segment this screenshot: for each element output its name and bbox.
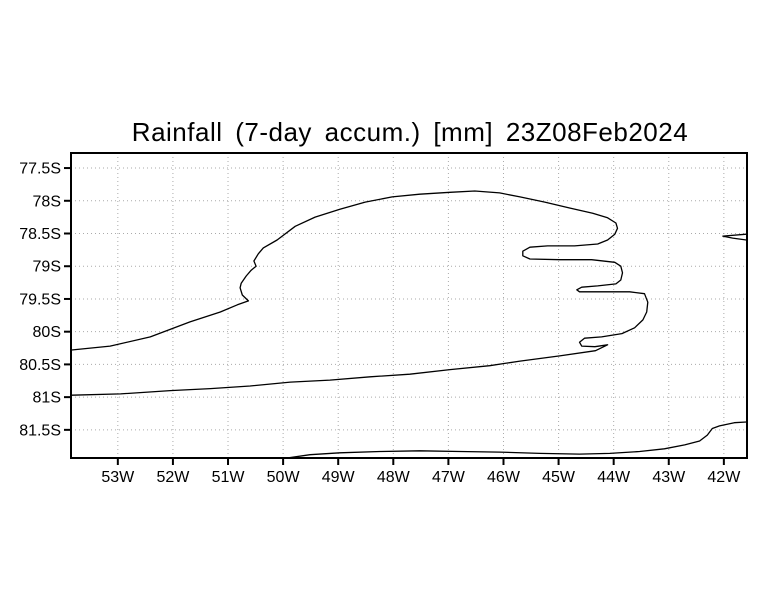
- x-tick-label: 48W: [377, 469, 411, 486]
- contour-path-main-rainfall-contour: [70, 190, 649, 396]
- contour-path-bottom-contour: [286, 421, 748, 459]
- x-axis-labels: 53W 52W 51W 50W 49W 48W 47W 46W 45W 44W 43W 42W: [101, 469, 741, 486]
- x-tick-label: 49W: [322, 469, 356, 486]
- y-tick-label: 80S: [33, 324, 61, 341]
- x-tick-label: 51W: [212, 469, 246, 486]
- y-tick-label: 80.5S: [19, 357, 61, 374]
- y-tick-label: 81.5S: [19, 422, 61, 439]
- x-tick-label: 52W: [156, 469, 190, 486]
- y-tick-label: 77.5S: [19, 161, 61, 178]
- x-tick-label: 47W: [432, 469, 466, 486]
- x-tick-label: 50W: [267, 469, 301, 486]
- x-tick-label: 53W: [101, 469, 135, 486]
- rainfall-contours: [70, 190, 748, 459]
- axis-ticks: [64, 167, 725, 465]
- y-tick-label: 81S: [33, 390, 61, 407]
- x-tick-label: 43W: [652, 469, 686, 486]
- grid-lines: [71, 153, 747, 458]
- x-tick-label: 42W: [707, 469, 741, 486]
- y-tick-label: 78.5S: [19, 226, 61, 243]
- plot-title: Rainfall (7-day accum.) [mm] 23Z08Feb202…: [132, 117, 688, 147]
- contour-path-right-edge-sliver-contour: [722, 233, 748, 241]
- y-tick-label: 79.5S: [19, 291, 61, 308]
- x-tick-label: 44W: [597, 469, 631, 486]
- plot-frame: [70, 152, 748, 459]
- x-tick-label: 46W: [487, 469, 521, 486]
- y-tick-label: 79S: [33, 259, 61, 276]
- y-axis-labels: 77.5S 78S 78.5S 79S 79.5S 80S 80.5S 81S 81.5S: [19, 161, 61, 440]
- y-tick-label: 78S: [33, 193, 61, 210]
- x-tick-label: 45W: [542, 469, 576, 486]
